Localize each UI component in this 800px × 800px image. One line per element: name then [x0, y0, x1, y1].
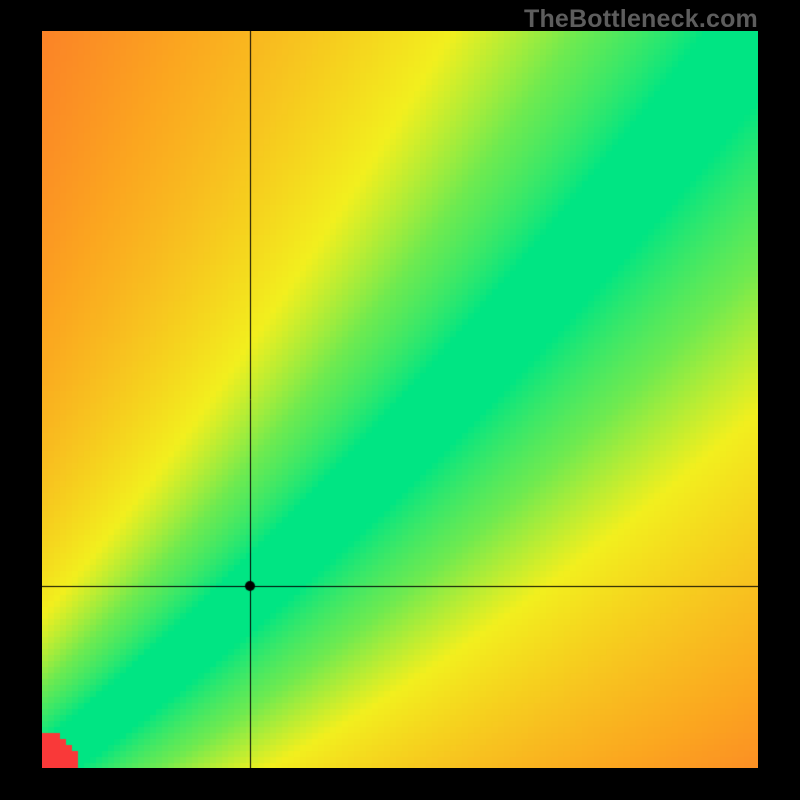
bottleneck-heatmap [42, 31, 758, 768]
watermark-label: TheBottleneck.com [524, 5, 758, 34]
